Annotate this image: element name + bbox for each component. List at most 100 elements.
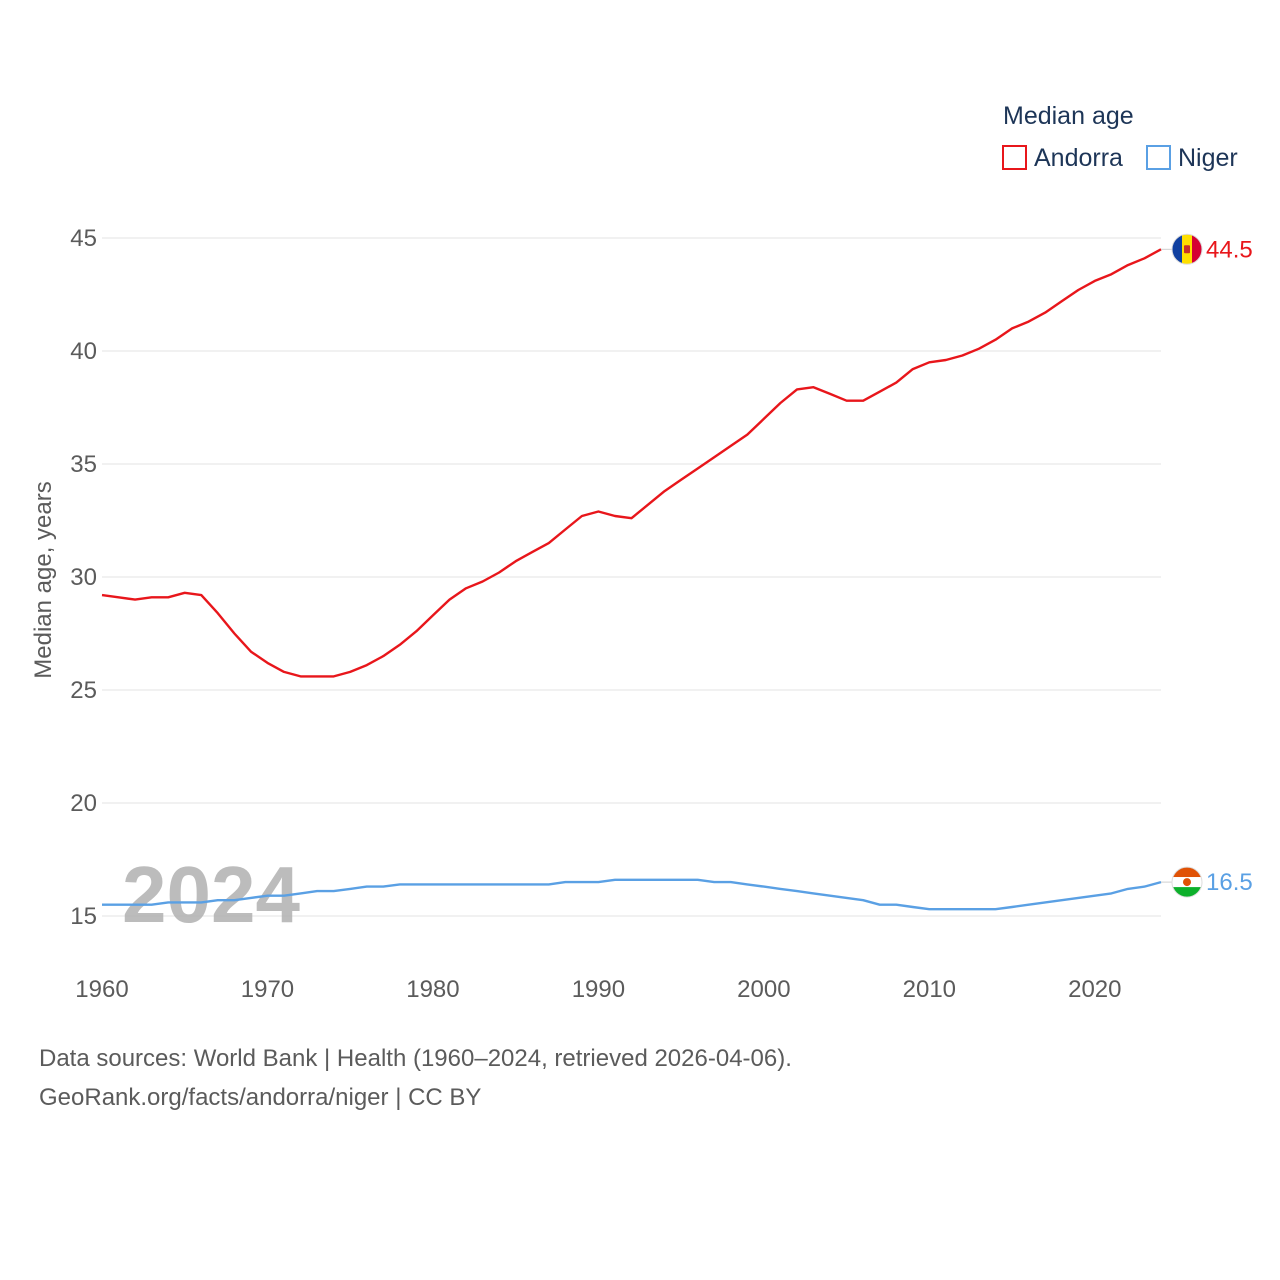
data-point-niger [1094,894,1096,896]
series-lines [101,248,1162,911]
data-point-andorra [663,490,665,492]
legend-label-niger: Niger [1178,144,1238,172]
data-point-andorra [713,456,715,458]
series-line-andorra[interactable] [101,248,1162,678]
data-point-niger [597,881,599,883]
y-tick-label: 30 [70,564,97,591]
data-point-niger [812,892,814,894]
data-point-niger [1110,892,1112,894]
data-point-niger [167,901,169,903]
data-point-andorra [829,393,831,395]
data-point-andorra [382,655,384,657]
data-point-andorra [415,630,417,632]
andorra-flag-icon [1171,233,1203,265]
x-axis-ticks: 1960 1970 1980 1990 2000 2010 2020 [75,976,1121,1003]
data-point-niger [531,883,533,885]
data-point-niger [1011,906,1013,908]
data-point-andorra [696,467,698,469]
data-point-niger [399,883,401,885]
data-point-andorra [465,587,467,589]
data-point-niger [481,883,483,885]
data-point-andorra [366,664,368,666]
credit-link[interactable]: GeoRank.org/facts/andorra/niger | CC BY [39,1084,482,1111]
data-point-andorra [862,400,864,402]
data-point-andorra [796,388,798,390]
data-point-niger [763,885,765,887]
data-point-andorra [912,368,914,370]
data-point-andorra [283,671,285,673]
data-point-andorra [117,596,119,598]
data-point-andorra [134,598,136,600]
data-point-niger [134,904,136,906]
data-point-andorra [299,675,301,677]
data-point-niger [498,883,500,885]
data-point-andorra [1127,264,1129,266]
data-point-andorra [332,675,334,677]
data-point-niger [564,881,566,883]
x-tick-label: 2000 [737,976,790,1003]
data-point-niger [895,904,897,906]
data-point-andorra [779,402,781,404]
data-point-andorra [184,592,186,594]
data-point-andorra [730,445,732,447]
data-point-andorra [531,551,533,553]
legend-swatch-niger [1146,145,1171,170]
data-point-andorra [266,662,268,664]
data-point-andorra [879,390,881,392]
y-axis-ticks: 15 20 25 30 35 40 45 [70,225,97,930]
legend-label-andorra: Andorra [1034,144,1123,172]
data-point-niger [332,890,334,892]
series-line-niger[interactable] [102,878,1162,911]
data-point-niger [366,885,368,887]
data-point-andorra [763,418,765,420]
data-point-andorra [630,517,632,519]
y-tick-label: 40 [70,338,97,365]
data-point-niger [713,881,715,883]
data-point-andorra [250,650,252,652]
x-tick-label: 1960 [75,976,128,1003]
data-point-andorra [614,515,616,517]
data-point-andorra [597,510,599,512]
data-point-andorra [812,386,814,388]
data-point-niger [796,890,798,892]
data-point-niger [117,904,119,906]
data-point-niger [912,906,914,908]
x-tick-label: 2020 [1068,976,1121,1003]
data-point-niger [415,883,417,885]
legend: Median age Andorra Niger [1002,102,1238,172]
data-point-andorra [448,598,450,600]
data-point-niger [266,894,268,896]
data-point-niger [465,883,467,885]
data-point-niger [184,901,186,903]
data-point-niger [961,908,963,910]
data-point-andorra [994,339,996,341]
y-tick-label: 35 [70,451,97,478]
data-point-andorra [928,361,930,363]
data-point-niger [779,888,781,890]
data-point-niger [630,879,632,881]
data-point-niger [994,908,996,910]
data-point-andorra [233,632,235,634]
data-point-andorra [1077,289,1079,291]
data-point-niger [349,888,351,890]
x-tick-label: 1990 [572,976,625,1003]
data-point-andorra [564,528,566,530]
data-point-niger [945,908,947,910]
data-point-andorra [481,580,483,582]
data-point-andorra [680,479,682,481]
data-point-niger [548,883,550,885]
data-point-andorra [200,594,202,596]
data-point-niger [845,897,847,899]
data-point-niger [101,904,103,906]
data-point-niger [581,881,583,883]
series-end-markers: 44.5 16.5 [1161,233,1253,898]
x-tick-label: 2010 [903,976,956,1003]
end-value-label-niger: 16.5 [1206,869,1253,896]
data-point-andorra [167,596,169,598]
legend-item-andorra[interactable]: Andorra [1002,144,1123,172]
data-point-andorra [1044,311,1046,313]
y-tick-label: 20 [70,790,97,817]
data-point-niger [730,881,732,883]
legend-item-niger[interactable]: Niger [1146,144,1238,172]
